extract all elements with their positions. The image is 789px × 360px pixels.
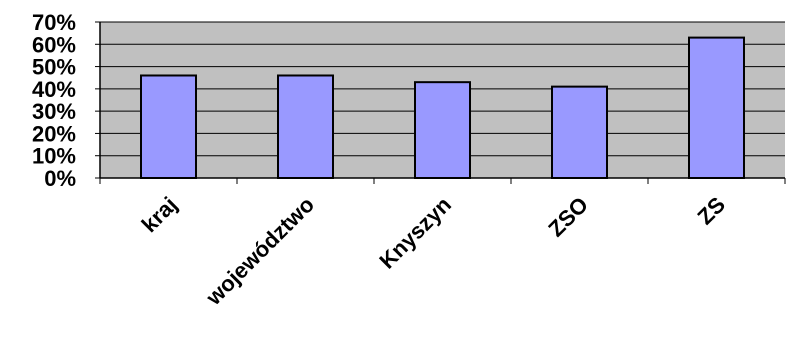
axes <box>99 22 786 184</box>
y-tick-label: 0% <box>44 166 76 191</box>
bar-zs <box>688 36 745 179</box>
category-label: Knyszyn <box>374 192 456 274</box>
y-tick-label: 60% <box>32 32 76 57</box>
category-label: ZSO <box>543 192 593 242</box>
category-label: województwo <box>200 192 319 311</box>
y-tick-label: 10% <box>32 144 76 169</box>
bar-zso <box>551 85 608 179</box>
bar-województwo <box>277 74 334 179</box>
bar-kraj <box>140 74 197 179</box>
y-tick-label: 50% <box>32 55 76 80</box>
y-tick-label: 20% <box>32 121 76 146</box>
bars <box>140 36 745 179</box>
category-label: kraj <box>137 192 182 237</box>
category-labels: kraj województwo Knyszyn ZSO ZS <box>137 192 730 311</box>
y-tick-label: 70% <box>32 10 76 35</box>
y-tick-labels: 0%10%20%30%40%50%60%70% <box>32 10 76 191</box>
category-label: ZS <box>692 192 730 230</box>
y-tick-label: 30% <box>32 99 76 124</box>
y-tick-label: 40% <box>32 77 76 102</box>
bar-knyszyn <box>414 81 471 179</box>
